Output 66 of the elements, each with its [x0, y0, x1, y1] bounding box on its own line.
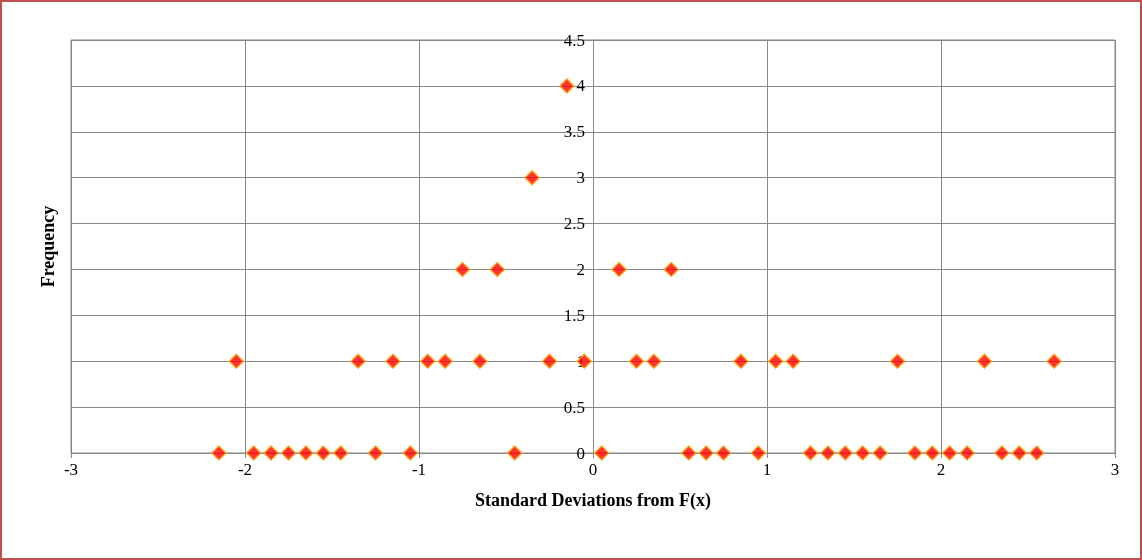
x-tick-label: -3	[63, 460, 79, 479]
point	[506, 445, 523, 461]
y-tick-label: 0	[576, 443, 585, 463]
point	[802, 445, 819, 461]
point	[298, 445, 314, 461]
y-tick-label: 3.5	[563, 122, 585, 142]
point	[315, 445, 332, 461]
point	[872, 445, 888, 461]
y-tick-label: 4.5	[563, 30, 585, 50]
point	[593, 445, 610, 461]
point	[367, 445, 384, 461]
point	[489, 261, 506, 278]
x-tick-label: -2	[237, 460, 253, 479]
point	[994, 445, 1010, 461]
x-tick-label: 0	[588, 460, 598, 479]
point	[1011, 445, 1028, 461]
point	[559, 78, 575, 94]
y-tick-label: 2	[576, 259, 585, 279]
y-tick-label: 4	[576, 76, 586, 96]
point	[750, 445, 767, 461]
y-tick-label: 1.5	[563, 305, 585, 325]
x-tick-label: 1	[762, 460, 772, 479]
x-tick-label: 2	[936, 460, 946, 479]
point	[924, 445, 941, 461]
point	[837, 445, 854, 461]
point	[854, 445, 871, 461]
x-axis-title: Standard Deviations from F(x)	[474, 490, 712, 511]
x-tick-label: 3	[1110, 460, 1120, 479]
point	[350, 353, 366, 369]
point	[941, 445, 958, 461]
point	[263, 445, 279, 461]
point	[211, 445, 227, 461]
point	[698, 445, 714, 461]
y-tick-label: 3	[576, 168, 585, 188]
point	[715, 445, 732, 461]
point	[663, 261, 680, 278]
point	[976, 353, 993, 369]
point	[767, 353, 784, 369]
y-tick-label: 2.5	[563, 214, 585, 234]
point	[889, 353, 906, 369]
x-tick-label: -1	[411, 460, 427, 479]
point	[680, 445, 697, 461]
point	[419, 353, 436, 369]
point	[785, 353, 801, 369]
point	[245, 445, 262, 461]
point	[646, 353, 662, 369]
point	[733, 353, 749, 369]
y-axis-title: Frequency	[38, 205, 58, 288]
point	[385, 353, 401, 369]
point	[524, 169, 540, 186]
point	[611, 261, 627, 278]
point	[454, 261, 471, 278]
point	[1028, 445, 1045, 461]
point	[541, 353, 558, 369]
point	[959, 445, 975, 461]
point	[820, 445, 836, 461]
point	[280, 445, 297, 461]
point	[228, 353, 245, 369]
point	[472, 353, 488, 369]
point	[628, 353, 645, 369]
point	[437, 353, 453, 369]
point	[332, 445, 349, 461]
y-tick-label: 0.5	[563, 397, 585, 417]
point	[402, 445, 419, 461]
point	[1046, 353, 1062, 369]
point	[907, 445, 923, 461]
